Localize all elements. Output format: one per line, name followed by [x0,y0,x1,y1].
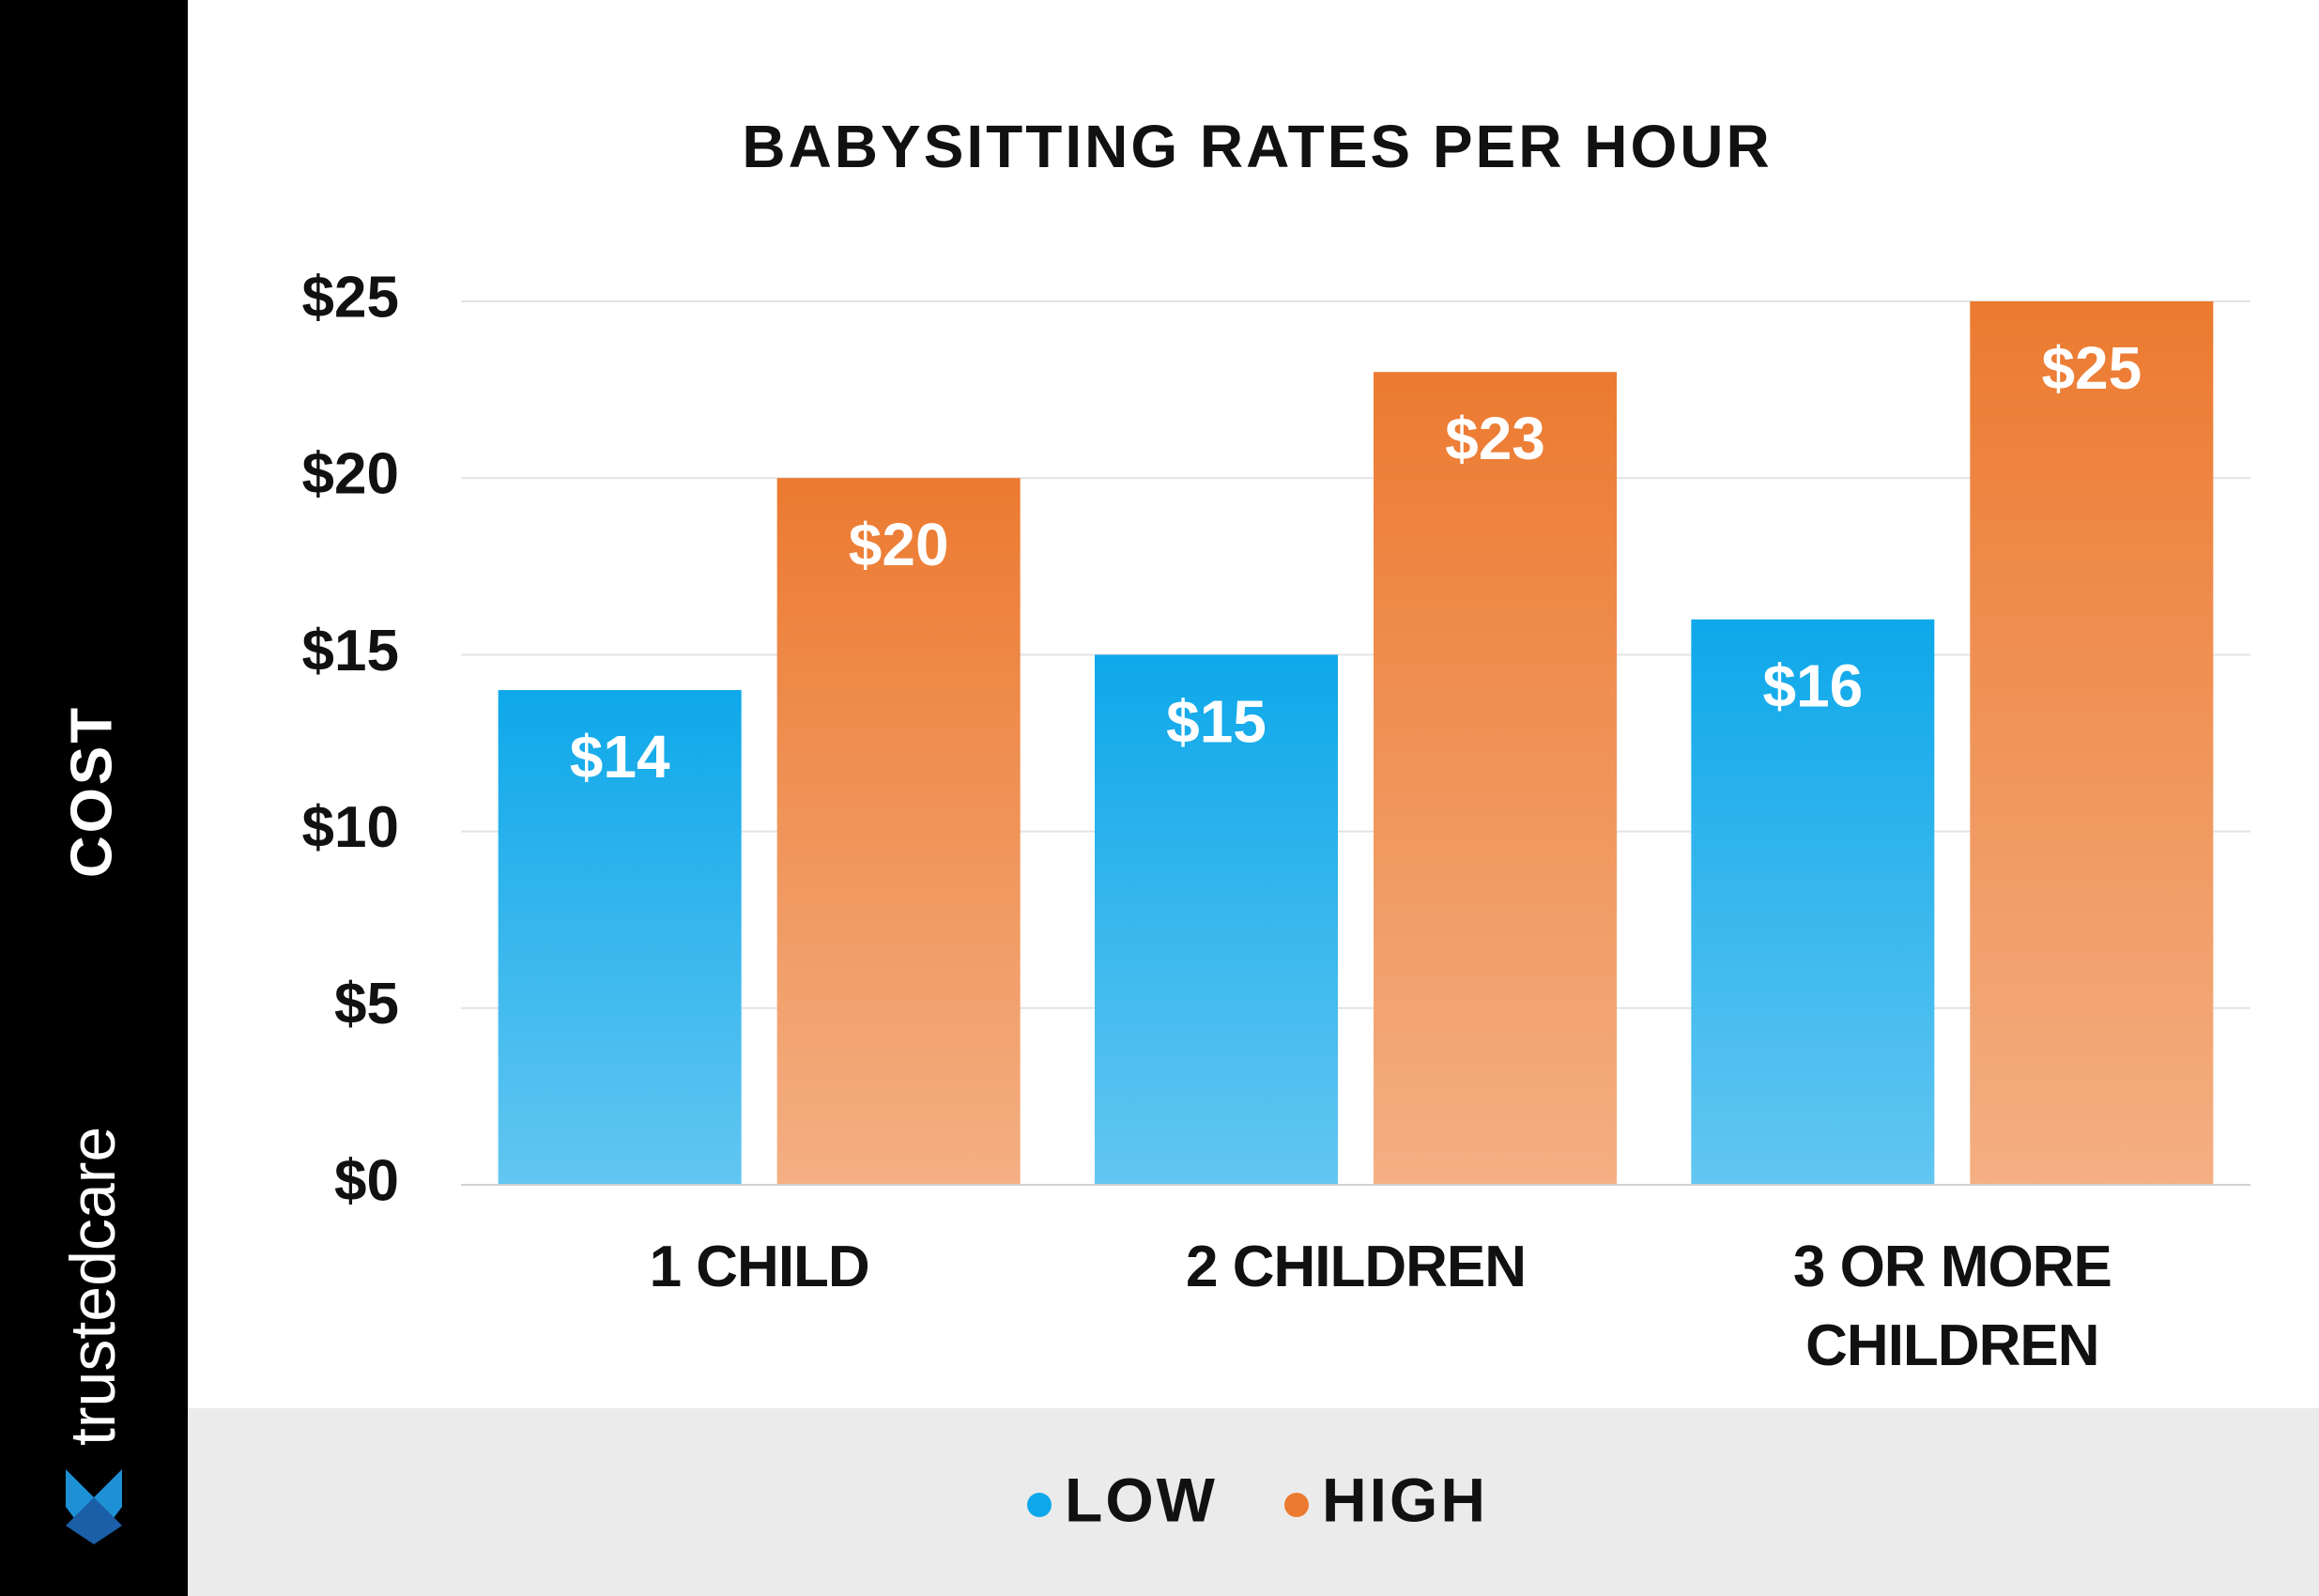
bar [776,478,1021,1185]
x-tick-label: 1 CHILD [649,1235,870,1299]
legend-marker [1284,1493,1309,1517]
brand-logo [66,1469,122,1544]
bar [498,690,742,1185]
side-bar [0,0,188,1596]
x-tick-label: 3 OR MORE CHILDREN [1792,1235,2112,1378]
legend-label: HIGH [1322,1465,1488,1534]
y-axis-label: COST [59,705,124,878]
value-label: $16 [1762,652,1863,720]
chart-title: BABYSITTING RATES PER HOUR [742,113,1772,180]
brand-name: trustedcare [57,1127,129,1446]
value-label: $23 [1445,405,1545,472]
x-tick-label: 2 CHILDREN [1185,1235,1527,1299]
legend-marker [1027,1493,1052,1517]
y-tick-label: $25 [302,265,399,330]
value-label: $20 [849,511,949,578]
bar [1970,301,2214,1185]
y-tick-label: $5 [334,972,399,1036]
bar [1374,372,1617,1185]
y-tick-label: $15 [302,619,399,683]
legend-label: LOW [1065,1465,1218,1534]
y-tick-label: $10 [302,795,399,860]
bar [1691,619,1935,1185]
bar [1095,654,1338,1185]
value-label: $14 [570,723,670,790]
legend-band [188,1408,2319,1596]
value-label: $25 [2041,334,2142,402]
logo-shape [66,1497,122,1544]
y-tick-label: $20 [302,442,399,507]
value-label: $15 [1166,687,1267,755]
y-tick-label: $0 [334,1148,399,1213]
